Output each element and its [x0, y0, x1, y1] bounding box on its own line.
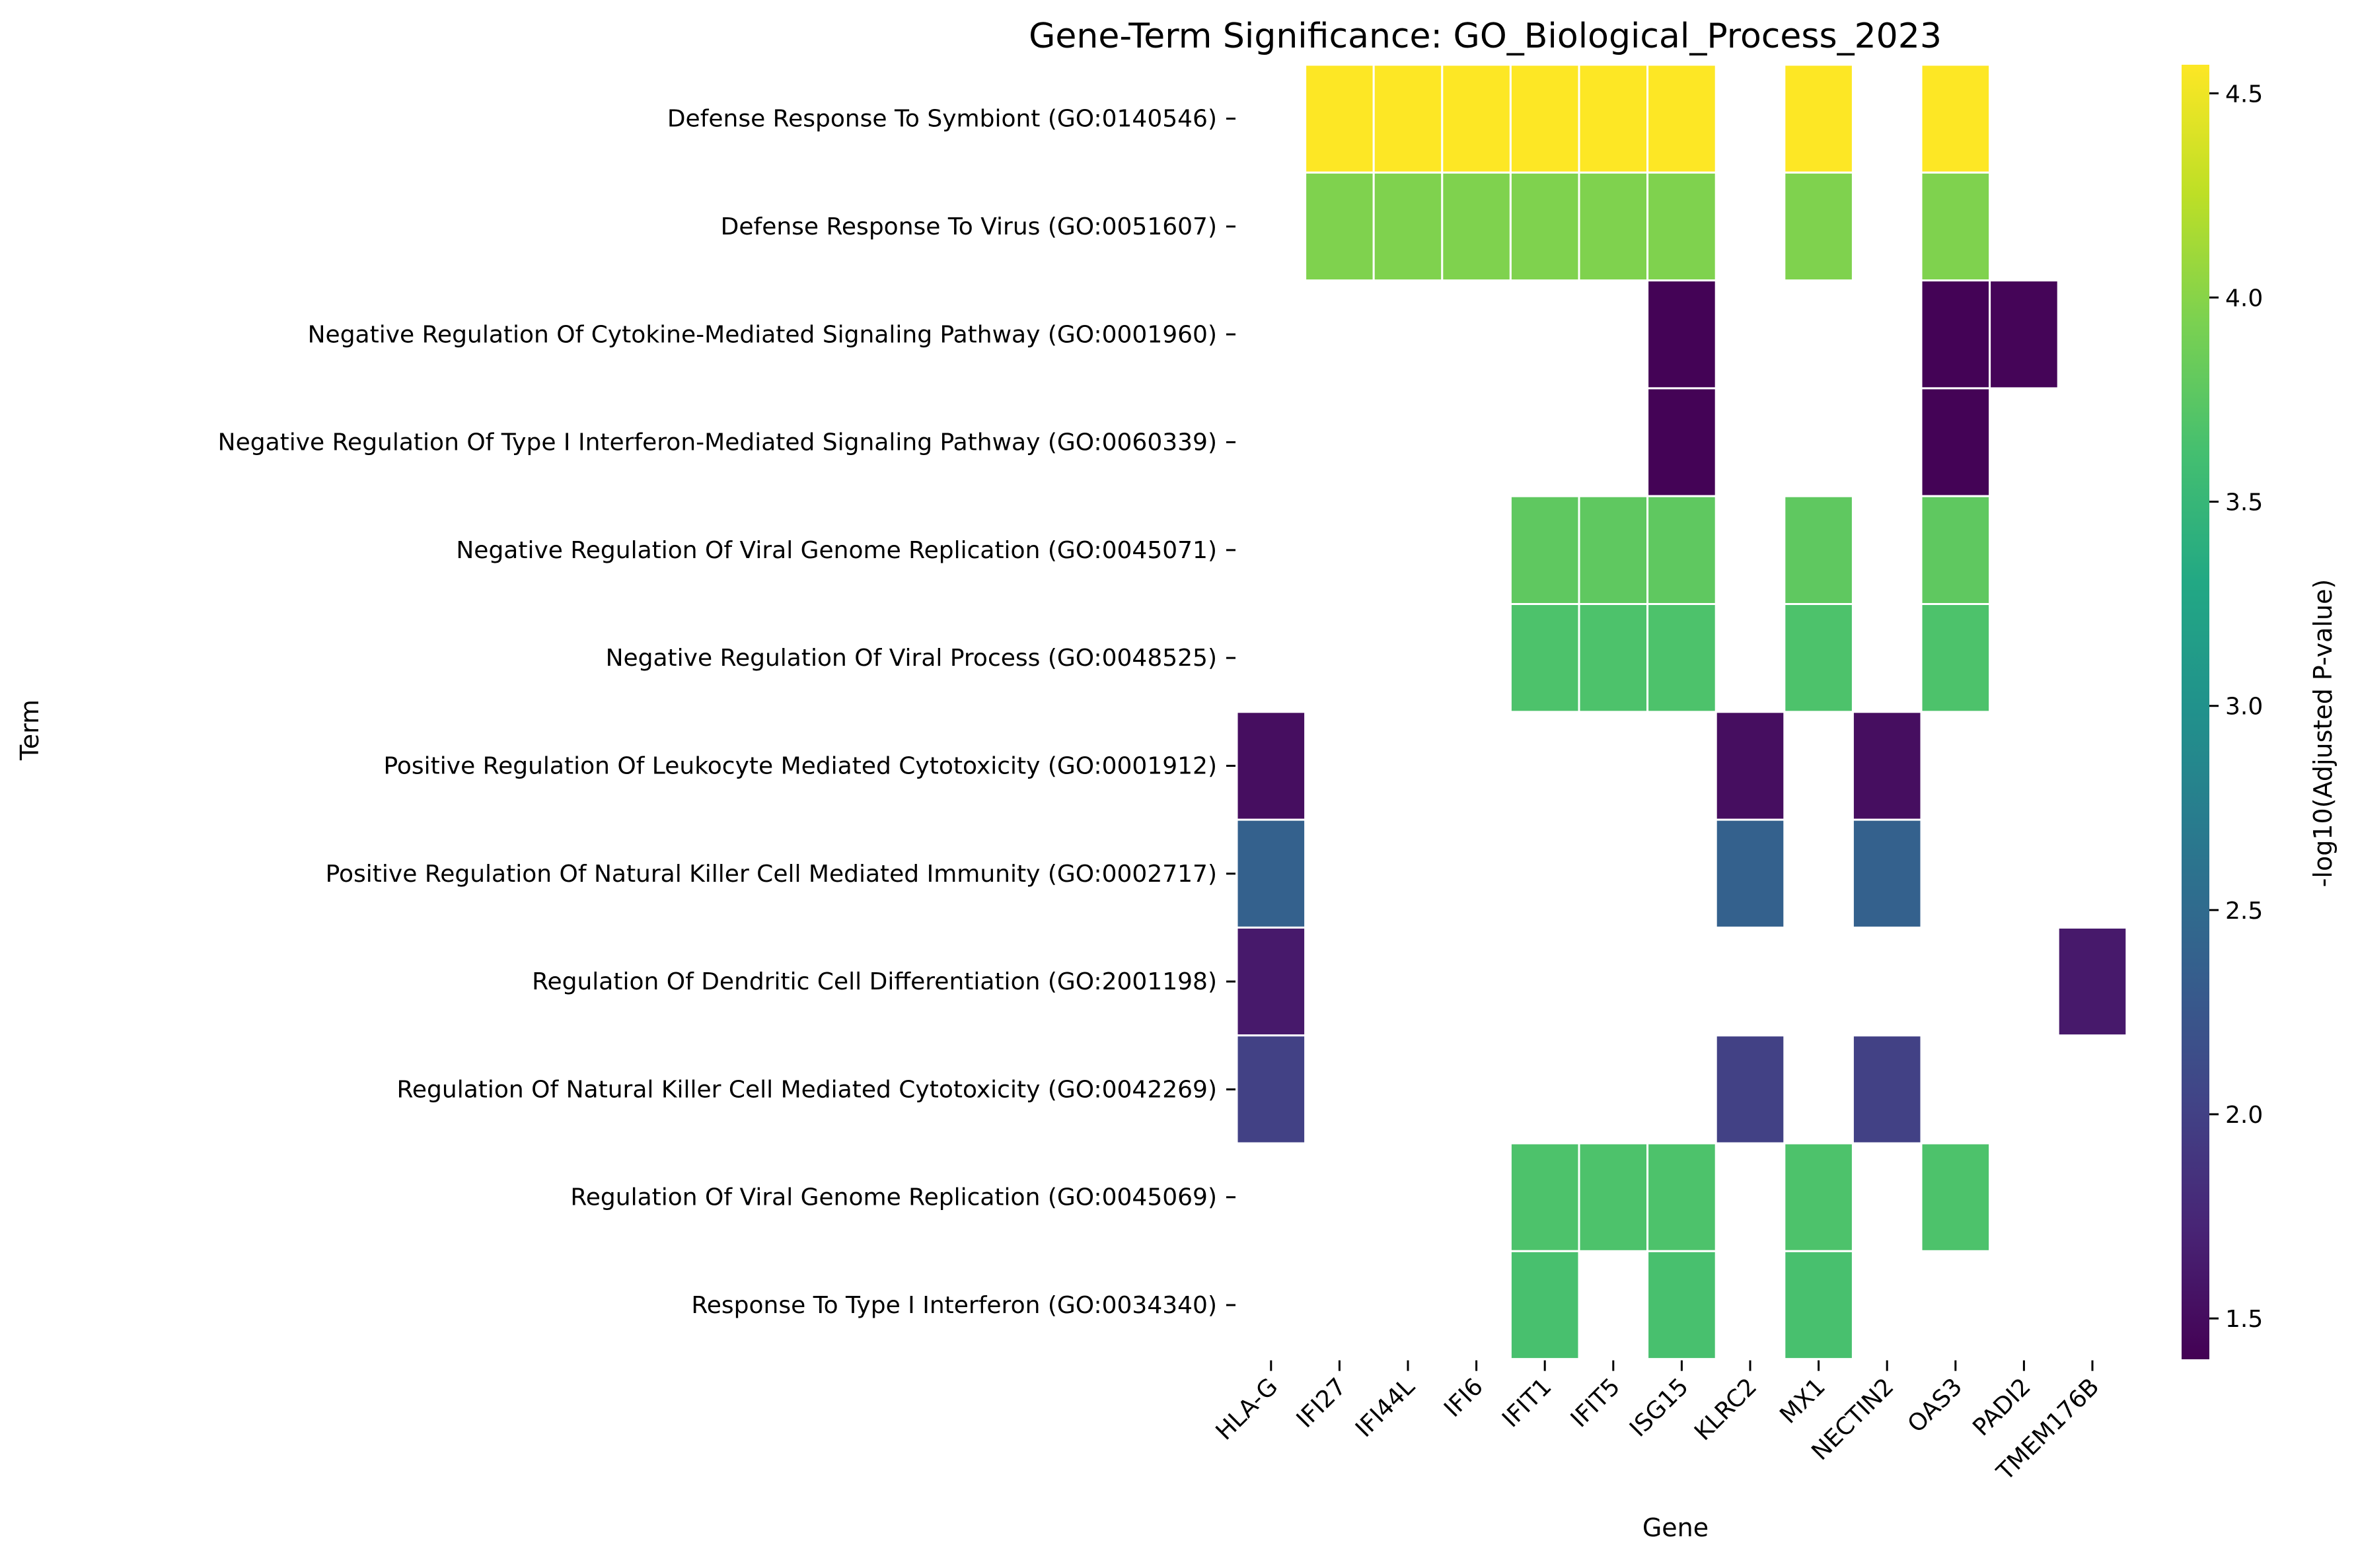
term-tick-labels: Defense Response To Symbiont (GO:0140546… [218, 106, 1235, 1319]
heatmap-cell-mx1-row-2 [1783, 171, 1854, 282]
heatmap-cell-oas3-row-6 [1920, 603, 1991, 713]
heatmap-cell-nectin2-row-7 [1851, 711, 1923, 821]
heatmap-cell-tmem176b-row-9 [2057, 926, 2128, 1037]
colorbar: 4.5 4.0 3.5 3.0 2.5 2.0 1.5 [2182, 65, 2263, 1359]
heatmap-cell-mx1-row-6 [1783, 603, 1854, 713]
heatmap-cell-ifi27-row-1 [1304, 63, 1375, 174]
heatmap-cell-ifit5-row-6 [1578, 603, 1649, 713]
heatmap-cell-mx1-row-12 [1783, 1250, 1854, 1361]
heatmap-cell-oas3-row-4 [1920, 387, 1991, 497]
heatmap-cell-isg15-row-5 [1646, 495, 1717, 606]
x-axis-title: Gene [1642, 1513, 1709, 1542]
term-label: Negative Regulation Of Cytokine-Mediated… [308, 321, 1217, 348]
colorbar-tick-label: 3.5 [2225, 489, 2263, 517]
heatmap-cell-ifit1-row-12 [1509, 1250, 1580, 1361]
y-axis-title: Term [15, 699, 44, 761]
heatmap-cell-hla-g-row-9 [1235, 926, 1307, 1037]
heatmap-cell-oas3-row-3 [1920, 279, 1991, 390]
colorbar-tick-label: 2.0 [2225, 1102, 2263, 1129]
colorbar-title: -log10(Adjusted P-value) [2308, 579, 2338, 888]
term-label: Defense Response To Symbiont (GO:0140546… [667, 106, 1217, 133]
term-label: Negative Regulation Of Viral Process (GO… [606, 645, 1217, 672]
heatmap-cell-ifit1-row-1 [1509, 63, 1580, 174]
term-label: Positive Regulation Of Leukocyte Mediate… [383, 752, 1217, 779]
term-label: Negative Regulation Of Type I Interferon… [218, 429, 1217, 456]
heatmap-cell-ifit5-row-2 [1578, 171, 1649, 282]
heatmap-cell-mx1-row-11 [1783, 1142, 1854, 1252]
heatmap-cell-ifit1-row-6 [1509, 603, 1580, 713]
heatmap-cell-isg15-row-6 [1646, 603, 1717, 713]
term-label: Regulation Of Dendritic Cell Differentia… [532, 968, 1217, 995]
heatmap-cell-hla-g-row-10 [1235, 1034, 1307, 1145]
heatmap-cell-isg15-row-11 [1646, 1142, 1717, 1252]
heatmap-cell-mx1-row-5 [1783, 495, 1854, 606]
heatmap-cell-padi2-row-3 [1989, 279, 2059, 390]
term-label: Defense Response To Virus (GO:0051607) [721, 213, 1217, 240]
term-label: Regulation Of Viral Genome Replication (… [570, 1184, 1217, 1211]
heatmap-cell-ifi6-row-2 [1441, 171, 1512, 282]
heatmap-cell-isg15-row-3 [1646, 279, 1717, 390]
heatmap-cell-hla-g-row-7 [1235, 711, 1307, 821]
heatmap-cell-klrc2-row-7 [1714, 711, 1786, 821]
term-label: Regulation Of Natural Killer Cell Mediat… [396, 1076, 1217, 1103]
heatmap-cell-oas3-row-5 [1920, 495, 1991, 606]
heatmap-cell-ifit5-row-1 [1578, 63, 1649, 174]
heatmap-cell-ifi44l-row-2 [1372, 171, 1444, 282]
heatmap-cell-klrc2-row-10 [1714, 1034, 1786, 1145]
heatmap-cell-ifi6-row-1 [1441, 63, 1512, 174]
heatmap-cell-hla-g-row-8 [1235, 818, 1307, 929]
term-label: Positive Regulation Of Natural Killer Ce… [326, 861, 1217, 888]
colorbar-tick-label: 1.5 [2225, 1306, 2263, 1333]
heatmap-cell-ifit1-row-2 [1509, 171, 1580, 282]
term-label: Response To Type I Interferon (GO:003434… [691, 1292, 1217, 1319]
colorbar-tick-label: 3.0 [2225, 694, 2263, 721]
colorbar-tick-label: 4.5 [2225, 81, 2263, 108]
heatmap-cell-ifi44l-row-1 [1372, 63, 1444, 174]
heatmap-cell-isg15-row-2 [1646, 171, 1717, 282]
heatmap-cell-oas3-row-11 [1920, 1142, 1991, 1252]
heatmap-cell-isg15-row-12 [1646, 1250, 1717, 1361]
colorbar-tick-label: 2.5 [2225, 898, 2263, 925]
heatmap-cell-isg15-row-1 [1646, 63, 1717, 174]
heatmap-cell-ifit5-row-11 [1578, 1142, 1649, 1252]
heatmap-cell-klrc2-row-8 [1714, 818, 1786, 929]
heatmap-cell-mx1-row-1 [1783, 63, 1854, 174]
heatmap-cells [1235, 63, 2128, 1361]
heatmap-cell-ifit1-row-11 [1509, 1142, 1580, 1252]
heatmap-cell-ifit5-row-5 [1578, 495, 1649, 606]
heatmap-cell-isg15-row-4 [1646, 387, 1717, 497]
heatmap-cell-nectin2-row-10 [1851, 1034, 1923, 1145]
heatmap-cell-ifi27-row-2 [1304, 171, 1375, 282]
colorbar-gradient [2182, 65, 2209, 1359]
term-label: Negative Regulation Of Viral Genome Repl… [456, 537, 1217, 564]
heatmap-cell-oas3-row-2 [1920, 171, 1991, 282]
heatmap-cell-oas3-row-1 [1920, 63, 1991, 174]
heatmap-cell-nectin2-row-8 [1851, 818, 1923, 929]
colorbar-tick-label: 4.0 [2225, 285, 2263, 312]
chart-title: Gene-Term Significance: GO_Biological_Pr… [1029, 17, 1942, 56]
heatmap-cell-ifit1-row-5 [1509, 495, 1580, 606]
